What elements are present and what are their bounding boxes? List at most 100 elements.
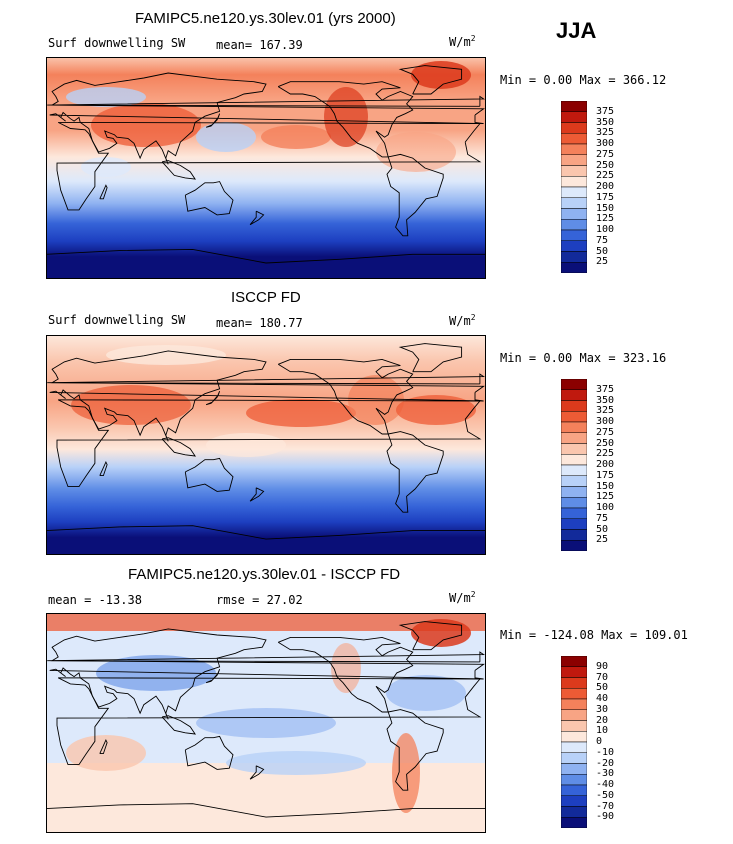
colorbar-swatch (561, 656, 587, 667)
panel2-mean: mean= 180.77 (216, 316, 303, 330)
colorbar-swatch (561, 475, 587, 487)
colorbar-tick-label: 175 (596, 469, 615, 481)
colorbar-swatch (561, 143, 587, 155)
coastline (386, 153, 444, 237)
colorbar-swatch (561, 165, 587, 177)
colorbar-tick-label: 75 (596, 234, 609, 246)
colorbar-swatch (561, 154, 587, 166)
panel2-colorbar (561, 379, 587, 551)
colorbar-swatch (561, 262, 587, 273)
colorbar-swatch (561, 208, 587, 220)
colorbar-tick-label: 125 (596, 213, 615, 225)
colorbar-tick-label: 150 (596, 202, 615, 214)
panel2-title: ISCCP FD (231, 289, 301, 306)
colorbar-tick-label: 250 (596, 159, 615, 171)
panel1-coastlines (46, 65, 486, 264)
colorbar-swatch (561, 186, 587, 198)
colorbar-tick-label: 0 (596, 736, 603, 747)
colorbar-swatch (561, 817, 587, 828)
colorbar-swatch (561, 421, 587, 433)
colorbar-swatch (561, 111, 587, 123)
coastline (161, 437, 197, 457)
panel3-field-blobs (46, 613, 486, 833)
colorbar-tick-label: -70 (596, 800, 615, 812)
colorbar-swatch (561, 133, 587, 145)
colorbar-tick-label: -10 (596, 746, 615, 758)
colorbar-swatch (561, 709, 587, 721)
panel2-map (46, 335, 486, 555)
colorbar-swatch (561, 240, 587, 252)
coastline (386, 709, 444, 791)
colorbar-swatch (561, 774, 587, 786)
coastline (277, 636, 414, 713)
colorbar-swatch (561, 763, 587, 775)
panel1-title: FAMIPC5.ne120.ys.30lev.01 (yrs 2000) (135, 10, 396, 27)
coastline (184, 735, 234, 770)
map-frame (46, 57, 486, 279)
colorbar-swatch (561, 443, 587, 455)
coastline (56, 677, 482, 766)
colorbar-swatch (561, 197, 587, 209)
colorbar-tick-label: 50 (596, 523, 609, 535)
colorbar-tick-label: 375 (596, 383, 615, 395)
coastline (46, 525, 486, 540)
colorbar-tick-label: 200 (596, 459, 615, 470)
panel2-units: W/m2 (449, 313, 476, 328)
coastline (56, 399, 482, 488)
coastline (46, 803, 486, 818)
colorbar-tick-label: -20 (596, 757, 615, 769)
coastline (99, 184, 108, 200)
colorbar-tick-label: 375 (596, 105, 615, 117)
colorbar-swatch (561, 806, 587, 818)
colorbar-tick-label: 200 (596, 181, 615, 192)
colorbar-tick-label: 70 (596, 671, 609, 683)
colorbar-swatch (561, 454, 587, 466)
colorbar-swatch (561, 219, 587, 231)
coastline (47, 651, 486, 663)
colorbar-tick-label: 250 (596, 437, 615, 449)
coastline (398, 621, 463, 651)
coastline (49, 628, 485, 720)
colorbar-swatch (561, 251, 587, 263)
coastline (386, 431, 444, 513)
panel3-mean: mean = -13.38 (48, 593, 142, 607)
panel3-units: W/m2 (449, 590, 476, 605)
colorbar-swatch (561, 122, 587, 134)
colorbar-swatch (561, 529, 587, 541)
colorbar-swatch (561, 101, 587, 112)
colorbar-swatch (561, 400, 587, 412)
coastline (205, 391, 221, 406)
coastline (99, 461, 108, 477)
colorbar-swatch (561, 741, 587, 753)
panel2-variable-label: Surf downwelling SW (48, 313, 186, 327)
colorbar-tick-label: 90 (596, 660, 609, 672)
colorbar-tick-label: 25 (596, 256, 609, 268)
colorbar-swatch (561, 731, 587, 743)
colorbar-swatch (561, 677, 587, 689)
coastline (47, 373, 486, 385)
colorbar-tick-label: 25 (596, 534, 609, 546)
colorbar-tick-label: 275 (596, 148, 615, 160)
colorbar-tick-label: 10 (596, 725, 609, 737)
coastline (205, 113, 221, 128)
colorbar-swatch (561, 486, 587, 498)
colorbar-swatch (561, 698, 587, 710)
colorbar-tick-label: 275 (596, 426, 615, 438)
colorbar-tick-label: 300 (596, 138, 615, 149)
map-frame (46, 613, 486, 833)
coastline (161, 160, 197, 180)
coastline (46, 248, 486, 264)
coastline (49, 72, 485, 165)
panel2-coastlines (46, 343, 486, 540)
colorbar-swatch (561, 497, 587, 509)
colorbar-swatch (561, 688, 587, 700)
panel1-colorbar (561, 101, 587, 273)
colorbar-tick-label: 350 (596, 394, 615, 406)
colorbar-swatch (561, 720, 587, 732)
colorbar-swatch (561, 666, 587, 678)
panel3-map (46, 613, 486, 833)
colorbar-swatch (561, 176, 587, 188)
coastline (205, 669, 221, 684)
panel3-colorbar (561, 656, 587, 828)
coastline (249, 487, 265, 502)
